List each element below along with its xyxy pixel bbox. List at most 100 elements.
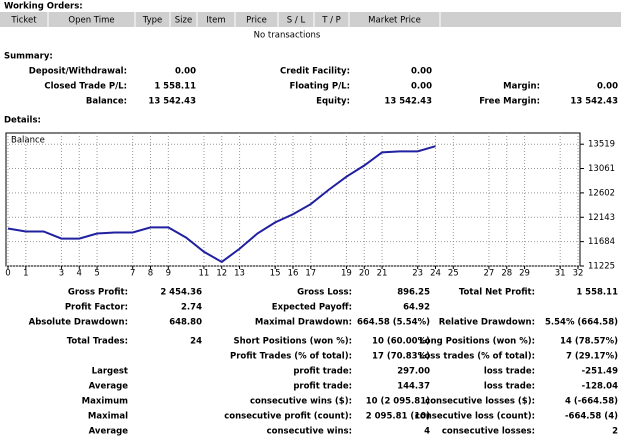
x-tick-label: 11 <box>199 269 210 279</box>
stat-label: Relative Drawdown: <box>439 318 535 328</box>
stat-value: 10 (60.00%) <box>372 337 430 347</box>
stat-label: Largest <box>92 367 128 377</box>
stat-value: -664.58 (4) <box>565 412 618 422</box>
stat-label: Free Margin: <box>479 97 540 107</box>
y-tick-label: 12602 <box>588 188 615 198</box>
stat-value: 0.00 <box>175 67 196 77</box>
x-tick-label: 31 <box>555 269 566 279</box>
y-tick-label: 13061 <box>588 164 615 174</box>
stat-label: Maximum <box>82 397 128 407</box>
x-tick-label: 20 <box>359 269 370 279</box>
stat-label: consecutive profit (count): <box>224 412 352 422</box>
x-tick-label: 29 <box>519 269 530 279</box>
stat-label: Maximal Drawdown: <box>255 318 352 328</box>
x-tick-label: 24 <box>430 269 441 279</box>
y-tick-label: 11225 <box>588 262 615 272</box>
x-tick-label: 13 <box>234 269 245 279</box>
stat-label: consecutive wins ($): <box>250 397 352 407</box>
x-tick-label: 15 <box>270 269 281 279</box>
stat-label: Short Positions (won %): <box>233 337 352 347</box>
stat-label: Average <box>89 427 129 437</box>
stat-value: 2 <box>612 427 618 437</box>
stat-value: 13 542.43 <box>384 97 432 107</box>
section-title: Details: <box>4 116 41 126</box>
stat-value: 10 (2 095.81) <box>366 397 430 407</box>
x-tick-label: 3 <box>59 269 64 279</box>
stat-value: 5.54% (664.58) <box>545 318 618 328</box>
stat-value: 144.37 <box>397 382 430 392</box>
stat-label: Equity: <box>316 97 350 107</box>
y-tick-label: 11684 <box>588 237 615 247</box>
stat-value: 0.00 <box>411 67 432 77</box>
column-header: Type <box>142 16 163 26</box>
x-tick-label: 25 <box>448 269 459 279</box>
stat-value: -128.04 <box>582 382 618 392</box>
stat-label: loss trade: <box>484 382 535 392</box>
stat-value: 1 558.11 <box>154 82 196 92</box>
stat-value: 2 095.81 (10) <box>366 412 430 422</box>
stat-value: 1 558.11 <box>576 288 618 298</box>
stat-label: profit trade: <box>293 382 352 392</box>
column-header: Item <box>206 16 225 26</box>
stat-value: 2 454.36 <box>160 288 202 298</box>
table-header <box>0 12 621 27</box>
stat-label: Profit Trades (% of total): <box>230 352 352 362</box>
stat-label: Deposit/Withdrawal: <box>29 67 127 77</box>
stat-label: Floating P/L: <box>289 82 350 92</box>
x-tick-label: 7 <box>130 269 135 279</box>
x-tick-label: 4 <box>77 269 82 279</box>
stat-value: 14 (78.57%) <box>560 337 618 347</box>
stat-label: consecutive loss (count): <box>415 412 535 422</box>
stat-label: profit trade: <box>293 367 352 377</box>
stat-value: 64.92 <box>403 303 430 313</box>
stat-label: Total Trades: <box>67 337 128 347</box>
stat-value: 24 <box>190 337 202 347</box>
x-tick-label: 0 <box>5 269 10 279</box>
stat-value: -251.49 <box>582 367 618 377</box>
x-tick-label: 19 <box>341 269 352 279</box>
stat-value: 13 542.43 <box>570 97 618 107</box>
stat-value: 297.00 <box>397 367 430 377</box>
stat-label: Gross Loss: <box>297 288 352 298</box>
stat-value: 648.80 <box>169 318 202 328</box>
x-tick-label: 21 <box>377 269 388 279</box>
stat-label: Loss trades (% of total): <box>419 352 535 362</box>
x-tick-label: 17 <box>305 269 316 279</box>
x-tick-label: 32 <box>573 269 584 279</box>
stat-value: 896.25 <box>397 288 430 298</box>
x-tick-label: 1 <box>23 269 28 279</box>
column-header: Market Price <box>368 16 421 26</box>
stat-label: Average <box>89 382 129 392</box>
stat-label: Credit Facility: <box>280 67 350 77</box>
balance-line <box>7 145 436 264</box>
column-header: Open Time <box>68 16 114 26</box>
stat-label: Gross Profit: <box>68 288 128 298</box>
stat-label: Profit Factor: <box>65 303 128 313</box>
stat-value: 17 (70.83%) <box>372 352 430 362</box>
stat-value: 7 (29.17%) <box>566 352 618 362</box>
x-tick-label: 12 <box>216 269 227 279</box>
empty-message: No transactions <box>254 31 321 41</box>
stat-label: Maximal <box>88 412 128 422</box>
legend-label: Balance <box>11 136 45 146</box>
column-header: T / P <box>321 16 341 26</box>
column-header: S / L <box>287 16 306 26</box>
stat-label: Expected Payoff: <box>272 303 352 313</box>
stat-label: consecutive losses ($): <box>425 397 535 407</box>
stat-value: 0.00 <box>411 82 432 92</box>
section-title: Working Orders: <box>4 2 83 12</box>
column-header: Size <box>175 16 192 26</box>
stat-label: Closed Trade P/L: <box>44 82 127 92</box>
stat-label: Absolute Drawdown: <box>29 318 128 328</box>
x-tick-label: 8 <box>148 269 153 279</box>
x-tick-label: 28 <box>501 269 512 279</box>
stat-label: consecutive losses: <box>442 427 535 437</box>
x-tick-label: 27 <box>484 269 495 279</box>
stat-value: 0.00 <box>597 82 618 92</box>
stat-label: Balance: <box>86 97 127 107</box>
y-tick-label: 12143 <box>588 213 615 223</box>
stat-value: 664.58 (5.54%) <box>357 318 430 328</box>
stat-value: 13 542.43 <box>148 97 196 107</box>
stat-label: Margin: <box>503 82 540 92</box>
stat-value: 4 (-664.58) <box>565 397 618 407</box>
